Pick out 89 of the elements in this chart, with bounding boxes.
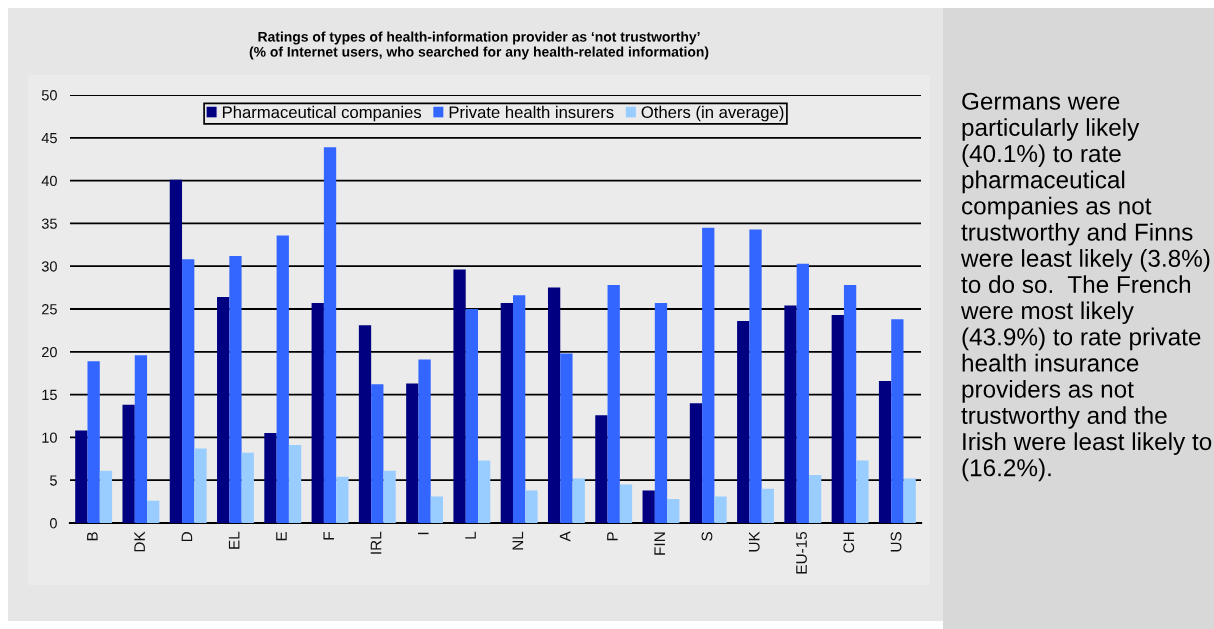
bar xyxy=(843,285,857,523)
bar xyxy=(453,269,466,523)
bar xyxy=(891,319,904,523)
bar xyxy=(749,229,762,523)
bar xyxy=(358,325,372,523)
y-tick-label: 50 xyxy=(41,90,57,101)
bar xyxy=(856,460,869,523)
x-tick-label: S xyxy=(701,532,713,541)
bar xyxy=(595,415,608,523)
x-tick-label: NL xyxy=(512,531,524,550)
x-tick-label: D xyxy=(181,532,193,542)
y-tick-label: 15 xyxy=(42,389,57,401)
bar xyxy=(406,383,419,523)
x-tick-label: UK xyxy=(748,531,760,552)
bar xyxy=(903,478,916,523)
bar xyxy=(689,403,703,523)
bar xyxy=(169,179,183,523)
bar xyxy=(465,309,479,523)
bar xyxy=(194,448,207,523)
x-tick-label: L xyxy=(465,531,476,539)
y-tick-label: 20 xyxy=(42,346,57,358)
bar xyxy=(808,475,822,523)
bar xyxy=(619,484,633,523)
bar xyxy=(572,478,585,523)
bar xyxy=(418,359,431,523)
y-tick-label: 25 xyxy=(42,304,57,315)
bar xyxy=(75,430,88,523)
x-tick-label: FIN xyxy=(654,532,665,555)
x-tick-label: EL xyxy=(228,531,240,549)
bar xyxy=(512,295,526,523)
bar xyxy=(878,380,892,523)
bar xyxy=(217,297,230,523)
legend-label: Pharmaceutical companies xyxy=(222,105,422,122)
bar xyxy=(500,303,513,523)
bar xyxy=(761,488,774,523)
y-tick-label: 40 xyxy=(41,175,57,187)
y-tick-label: 35 xyxy=(41,218,57,229)
x-tick-label: CH xyxy=(843,532,855,553)
bar xyxy=(642,490,655,523)
x-tick-label: I xyxy=(418,532,429,535)
y-tick-label: 10 xyxy=(42,432,57,443)
x-tick-label: B xyxy=(87,532,98,541)
x-tick-label: DK xyxy=(134,531,145,552)
bar xyxy=(147,500,160,523)
x-tick-label: EU-15 xyxy=(796,531,807,574)
bar xyxy=(383,470,396,523)
bar xyxy=(478,460,491,523)
bar xyxy=(182,259,195,523)
chart-title: Ratings of types of health-information provider as ‘not trustworthy’ xyxy=(258,31,700,45)
y-tick-label: 30 xyxy=(41,261,57,272)
bar xyxy=(430,496,444,523)
bar xyxy=(702,227,715,523)
bar xyxy=(560,353,573,523)
x-tick-label: F xyxy=(323,531,334,540)
bar xyxy=(241,452,254,523)
bar xyxy=(796,263,809,523)
x-tick-label: IRL xyxy=(370,531,382,554)
y-tick-label: 45 xyxy=(41,133,57,144)
bar xyxy=(547,287,561,523)
legend-label: Private health insurers xyxy=(449,105,614,119)
bar xyxy=(607,285,620,523)
bar xyxy=(276,235,289,523)
bar xyxy=(229,255,242,523)
bar xyxy=(784,305,797,523)
y-tick-label: 5 xyxy=(49,475,57,486)
y-tick-label: 0 xyxy=(49,518,57,529)
bar xyxy=(323,147,337,523)
bar xyxy=(87,361,100,523)
x-tick-label: US xyxy=(890,532,902,552)
bar xyxy=(654,303,668,523)
chart-subtitle: (% of Internet users, who searched for any health-related information) xyxy=(249,46,709,60)
bar xyxy=(264,433,277,523)
bar xyxy=(134,355,148,523)
bar xyxy=(737,320,750,523)
x-tick-label: P xyxy=(607,532,618,541)
text: Germans were particularly likely (40.1%) to rate pharmaceutical companies as not trustworthy and Finns were least likely (3.8%) to do so. The French were most likely (43.9%) to rate private health insurance providers as not trustworthy and the Irish were least likely to (16.2%). xyxy=(960,92,1212,482)
bar xyxy=(371,384,384,523)
legend-label: Others (in average) xyxy=(641,105,784,122)
bar xyxy=(525,490,538,523)
bar xyxy=(831,314,844,523)
x-tick-label: E xyxy=(276,531,287,541)
bar xyxy=(99,470,113,523)
x-tick-label: A xyxy=(559,531,571,542)
bar xyxy=(336,476,349,523)
bar xyxy=(311,303,324,523)
bar xyxy=(122,404,135,523)
bar xyxy=(667,499,680,523)
bar xyxy=(714,496,727,523)
bar xyxy=(288,445,302,523)
